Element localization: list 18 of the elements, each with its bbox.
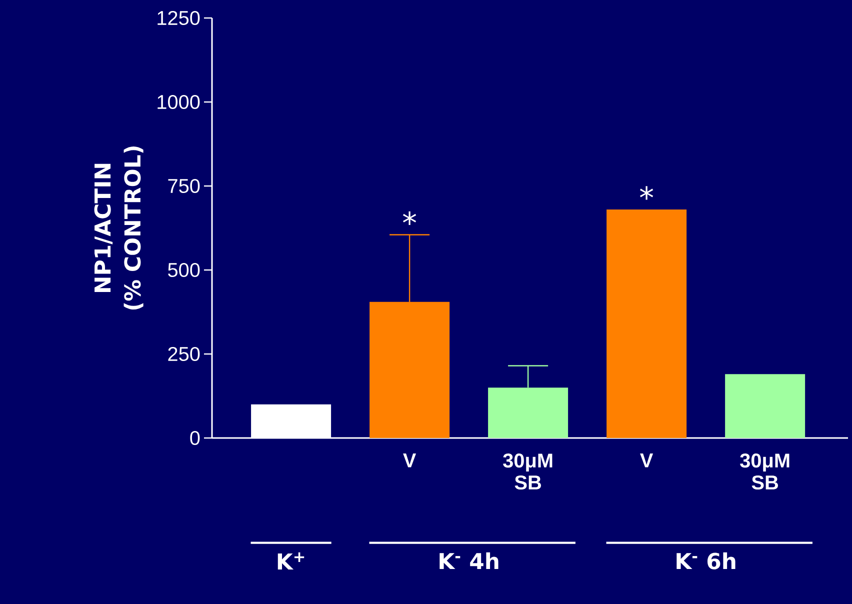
x-tick-label: 30μM SB — [740, 454, 790, 490]
x-tick-label: 30μM SB — [503, 454, 552, 490]
y-tick-label: 1250 — [158, 10, 200, 26]
text: K$^{-}$ 6h — [676, 552, 736, 570]
y-axis-title: NP1/ACTIN (% CONTROL) — [94, 146, 144, 310]
bar — [606, 210, 687, 438]
data-label: * — [402, 211, 416, 225]
y-tick-label: 1000 — [158, 94, 200, 110]
y-tick-label: 750 — [168, 178, 200, 194]
data-label: * — [640, 186, 654, 200]
y-tick-label: 250 — [168, 346, 200, 362]
y-tick-label: 500 — [168, 262, 200, 278]
text: K$^{-}$ 4h — [440, 552, 498, 570]
x-tick-label: V — [403, 454, 416, 468]
y-tick-label: 0 — [190, 430, 200, 446]
text: K$^{+}$ — [278, 552, 304, 570]
bar — [725, 374, 806, 438]
x-tick-label: V — [640, 454, 654, 468]
